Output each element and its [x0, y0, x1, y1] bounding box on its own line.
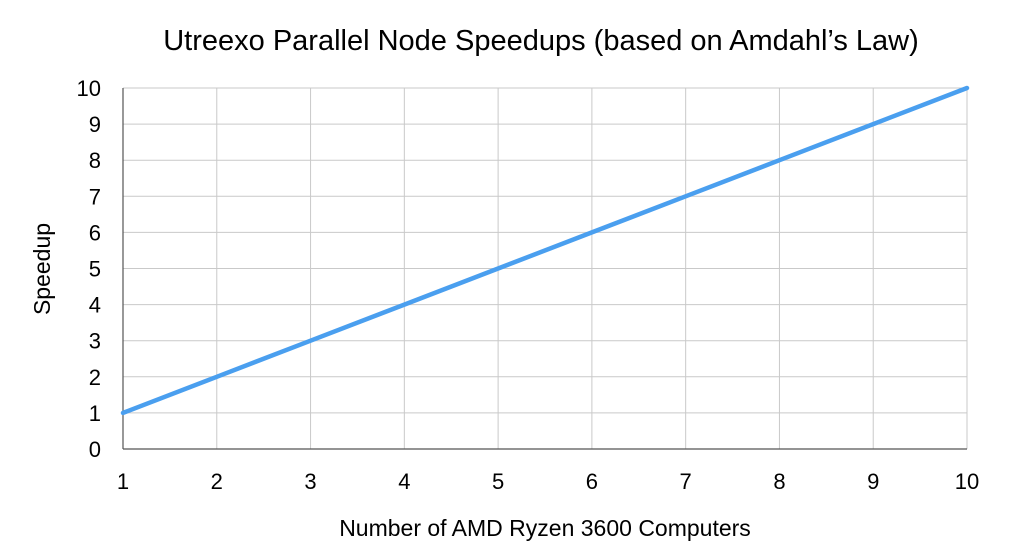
y-tick-label: 6	[89, 220, 101, 245]
grid-lines	[123, 87, 968, 449]
series-lines	[120, 85, 970, 416]
x-tick-label: 3	[304, 469, 316, 494]
y-tick-label: 7	[89, 184, 101, 209]
x-axis-label: Number of AMD Ryzen 3600 Computers	[339, 515, 751, 541]
y-tick-labels: 0 1 2 3 4 5 6 7 8 9 10	[77, 76, 101, 462]
y-tick-label: 3	[89, 329, 101, 354]
x-tick-label: 5	[492, 469, 504, 494]
x-tick-label: 9	[867, 469, 879, 494]
x-tick-label: 7	[680, 469, 692, 494]
chart-title: Utreexo Parallel Node Speedups (based on…	[163, 25, 919, 57]
y-tick-label: 2	[89, 365, 101, 390]
y-tick-label: 1	[89, 401, 101, 426]
y-tick-label: 4	[89, 293, 101, 318]
x-tick-label: 4	[398, 469, 410, 494]
y-tick-label: 8	[89, 148, 101, 173]
y-tick-label: 9	[89, 112, 101, 137]
x-tick-label: 1	[117, 469, 129, 494]
y-tick-label: 0	[89, 437, 101, 462]
x-tick-label: 2	[211, 469, 223, 494]
x-tick-label: 10	[955, 469, 979, 494]
x-tick-label: 6	[586, 469, 598, 494]
y-tick-label: 10	[77, 76, 101, 101]
series-line-0	[120, 85, 970, 416]
y-axis-label: Speedup	[29, 223, 55, 315]
x-tick-labels: 1 2 3 4 5 6 7 8 9 10	[117, 469, 979, 494]
y-tick-label: 5	[89, 257, 101, 282]
axes	[122, 88, 967, 450]
x-tick-label: 8	[773, 469, 785, 494]
